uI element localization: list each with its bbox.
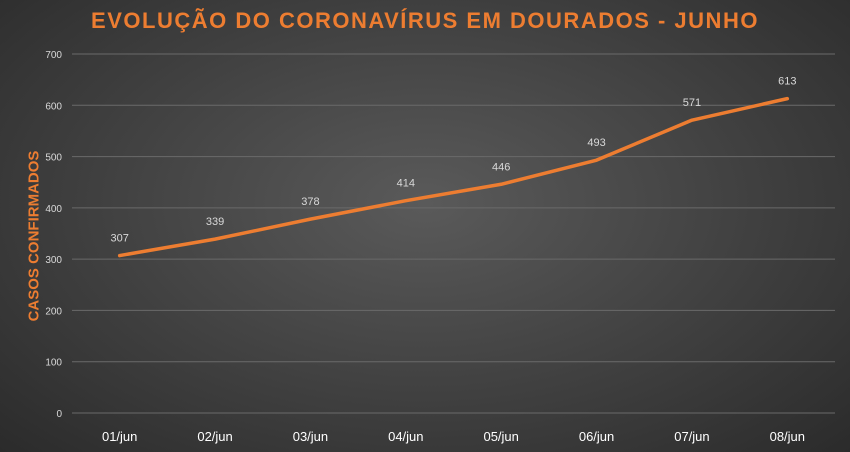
- y-tick-label: 0: [56, 409, 62, 420]
- y-tick-label: 500: [45, 153, 62, 164]
- y-tick-label: 200: [45, 306, 62, 317]
- x-tick-label: 05/jun: [483, 429, 518, 444]
- data-label: 307: [111, 233, 129, 245]
- series-line: [117, 96, 790, 258]
- data-label: 613: [778, 76, 796, 88]
- y-tick-label: 100: [45, 358, 62, 369]
- data-label: 414: [397, 178, 415, 190]
- y-tick-label: 300: [45, 255, 62, 266]
- data-label: 378: [301, 196, 319, 208]
- x-tick-label: 03/jun: [293, 429, 328, 444]
- data-label: 571: [683, 97, 701, 109]
- y-tick-label: 700: [45, 50, 62, 61]
- x-tick-label: 04/jun: [388, 429, 423, 444]
- chart-title: EVOLUÇÃO DO CORONAVÍRUS EM DOURADOS - JU…: [91, 8, 759, 33]
- data-label: 339: [206, 216, 224, 228]
- x-tick-label: 07/jun: [674, 429, 709, 444]
- data-label: 446: [492, 161, 510, 173]
- y-tick-label: 600: [45, 101, 62, 112]
- x-tick-label: 06/jun: [579, 429, 614, 444]
- data-label: 493: [587, 137, 605, 149]
- x-tick-label: 02/jun: [197, 429, 232, 444]
- y-tick-label: 400: [45, 204, 62, 215]
- x-tick-label: 08/jun: [770, 429, 805, 444]
- x-tick-label: 01/jun: [102, 429, 137, 444]
